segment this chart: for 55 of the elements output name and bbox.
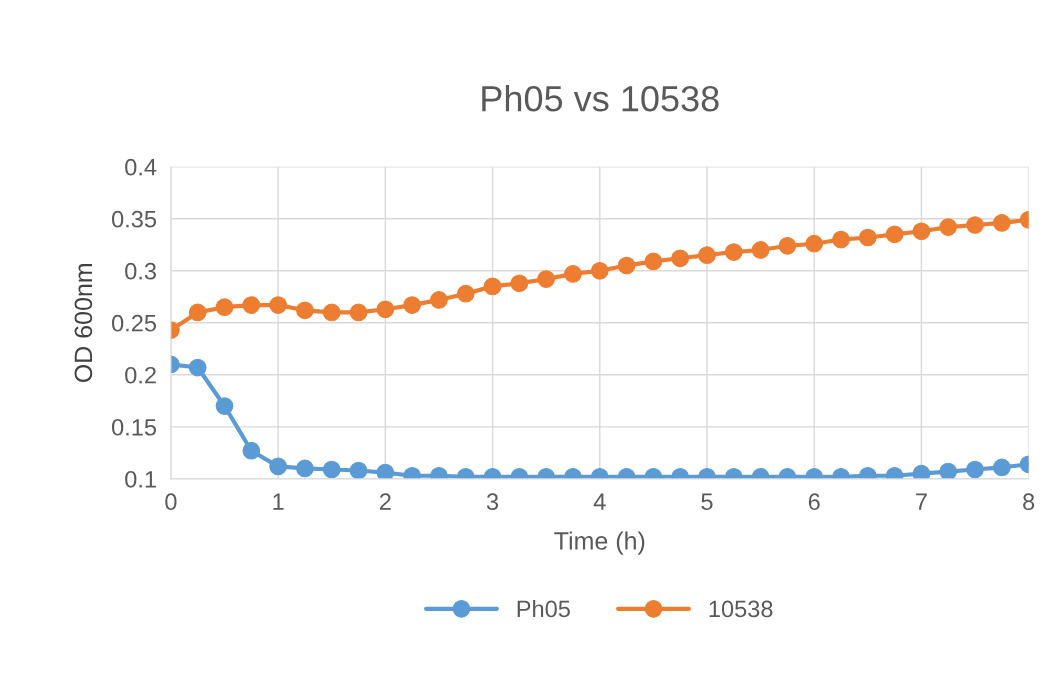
chart-title: Ph05 vs 10538: [482, 85, 719, 112]
x-tick-label: 0: [165, 493, 177, 511]
point: [805, 234, 824, 253]
y-tick-label: 0.2: [125, 366, 156, 384]
y-tick-label: 0.25: [111, 314, 157, 332]
legend-label: 10538: [709, 600, 773, 618]
point: [242, 296, 261, 314]
point: [590, 261, 609, 280]
point: [724, 243, 743, 261]
point: [483, 277, 502, 296]
point: [939, 218, 958, 236]
point: [751, 241, 770, 259]
y-tick-label: 0.1: [125, 470, 156, 488]
point: [376, 463, 395, 479]
point: [215, 298, 234, 317]
point: [832, 230, 850, 249]
point: [778, 236, 797, 255]
point: [269, 296, 287, 314]
point: [885, 225, 904, 244]
point: [537, 270, 556, 288]
point: [456, 284, 475, 303]
point: [296, 301, 314, 320]
x-axis-title: Time (h): [554, 531, 645, 555]
point: [403, 296, 421, 314]
point: [188, 358, 207, 377]
x-tick-label: 8: [1023, 493, 1035, 511]
x-tick-label: 6: [808, 493, 820, 511]
point: [349, 303, 368, 322]
point: [912, 222, 931, 241]
legend-label: Ph05: [517, 599, 570, 618]
y-tick-label: 0.4: [125, 158, 157, 176]
y-axis-title: OD 600nm: [74, 264, 93, 383]
point: [912, 464, 931, 479]
x-tick-label: 5: [701, 493, 713, 511]
point: [376, 300, 395, 319]
y-tick-label: 0.15: [111, 418, 157, 436]
point: [510, 274, 529, 293]
point: [858, 228, 877, 247]
x-tick-label: 7: [916, 493, 927, 510]
point: [698, 246, 716, 265]
x-tick-label: 2: [379, 493, 391, 510]
x-tick-label: 1: [273, 493, 284, 510]
x-tick-label: 3: [486, 493, 499, 511]
y-tick-label: 0.35: [111, 210, 157, 228]
y-tick-label: 0.3: [125, 262, 156, 280]
point: [188, 303, 207, 322]
point: [966, 216, 984, 234]
point: [992, 214, 1011, 232]
point: [644, 252, 663, 271]
x-tick-label: 4: [593, 493, 606, 510]
point: [322, 303, 341, 322]
point: [671, 249, 690, 268]
point: [564, 265, 582, 283]
point: [617, 256, 636, 275]
point: [430, 291, 448, 309]
